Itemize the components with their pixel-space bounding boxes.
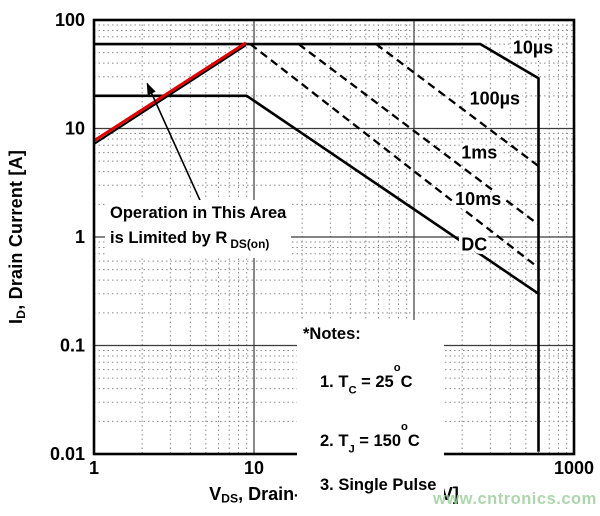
annotation-line1: Operation in This Area xyxy=(110,204,287,222)
annotation-arrow xyxy=(146,82,202,203)
x-axis-symbol: V xyxy=(209,484,222,504)
note-item: 3. Single Pulse xyxy=(320,476,437,495)
notes-items: 1. TC = 25oC 2. TJ = 150oC 3. Single Pulse xyxy=(303,350,436,503)
series-dc-label: DC xyxy=(461,235,487,255)
notes-block: *Notes: 1. TC = 25oC 2. TJ = 150oC 3. Sing… xyxy=(297,320,445,506)
x-tick-label: 1 xyxy=(89,458,99,478)
annotation-rdson-subscript: DS(on) xyxy=(230,236,270,251)
y-tick-label: 0.01 xyxy=(50,444,85,464)
annotation-line2: is Limited by R DS(on) xyxy=(110,229,270,251)
notes-title: *Notes: xyxy=(303,325,361,343)
note-item: 2. TJ = 150oC xyxy=(320,420,420,456)
y-tick-label: 1 xyxy=(75,227,85,247)
x-tick-label: 10 xyxy=(244,458,264,478)
series-pulse-100us-label: 100µs xyxy=(470,88,520,108)
series-pulse-1ms-line xyxy=(297,43,540,226)
x-tick-label: 1000 xyxy=(554,458,594,478)
series-pulse-10ms-line xyxy=(249,43,540,269)
series-pulse-10ms-label: 10ms xyxy=(455,189,501,209)
series-pulse-100us-line xyxy=(375,43,540,168)
series-rdson-boundary-line xyxy=(93,44,247,145)
rdson-annotation: Operation in This Area is Limited by R DS… xyxy=(105,200,292,258)
watermark: www.cntronics.com xyxy=(433,490,597,508)
series-pulse-10us-line xyxy=(94,42,540,452)
series-dc-line xyxy=(94,94,540,295)
series-pulse-10us-label: 10µs xyxy=(513,37,553,57)
y-axis-title-text: , Drain Current [A] xyxy=(6,149,27,310)
y-axis-symbol: I xyxy=(6,318,27,325)
x-axis-symbol-subscript: DS xyxy=(221,491,239,506)
y-tick-label: 10 xyxy=(65,119,85,139)
y-axis-title: ID, Drain Current [A] xyxy=(6,150,28,324)
y-tick-label: 100 xyxy=(55,10,85,30)
y-tick-label: 0.1 xyxy=(60,336,85,356)
series-pulse-1ms-label: 1ms xyxy=(461,143,497,163)
note-item: 1. TC = 25oC xyxy=(320,362,413,397)
series-rdson-red-limit-line xyxy=(93,41,247,143)
y-axis-symbol-subscript: D xyxy=(13,309,28,319)
